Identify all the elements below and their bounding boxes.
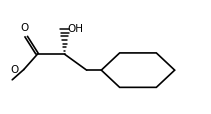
Text: O: O <box>10 64 19 74</box>
Text: OH: OH <box>68 24 84 34</box>
Text: O: O <box>21 23 29 33</box>
